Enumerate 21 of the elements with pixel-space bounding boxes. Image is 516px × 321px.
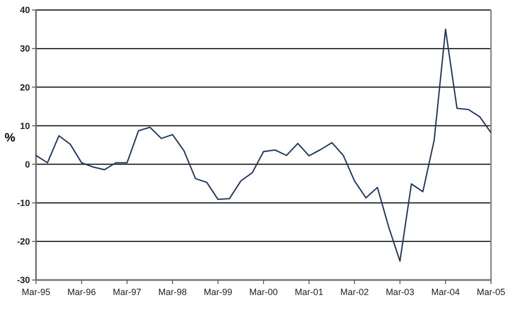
y-tick-label: 20 <box>20 82 30 92</box>
x-tick-label: Mar-98 <box>158 287 187 297</box>
x-tick-label: Mar-95 <box>22 287 50 297</box>
y-tick-label: -20 <box>16 236 30 247</box>
x-tick-label: Mar-96 <box>67 287 96 297</box>
x-tick-label: Mar-05 <box>476 287 506 297</box>
x-tick-label: Mar-97 <box>112 287 142 297</box>
y-tick-label: 10 <box>20 120 30 131</box>
y-tick-label: 30 <box>20 44 30 54</box>
y-tick-label: 0 <box>24 159 30 170</box>
y-axis-title: % <box>4 130 16 144</box>
y-tick-label: -30 <box>16 275 30 286</box>
y-tick-label: 40 <box>20 5 30 16</box>
x-tick-label: Mar-99 <box>204 287 232 297</box>
x-tick-label: Mar-04 <box>431 287 460 297</box>
line-series <box>35 28 492 262</box>
x-tick-label: Mar-03 <box>386 287 414 297</box>
x-tick-label: Mar-01 <box>294 287 324 297</box>
y-tick-label: -10 <box>16 198 30 208</box>
x-tick-label: Mar-02 <box>340 287 369 297</box>
x-tick-label: Mar-00 <box>249 287 278 297</box>
